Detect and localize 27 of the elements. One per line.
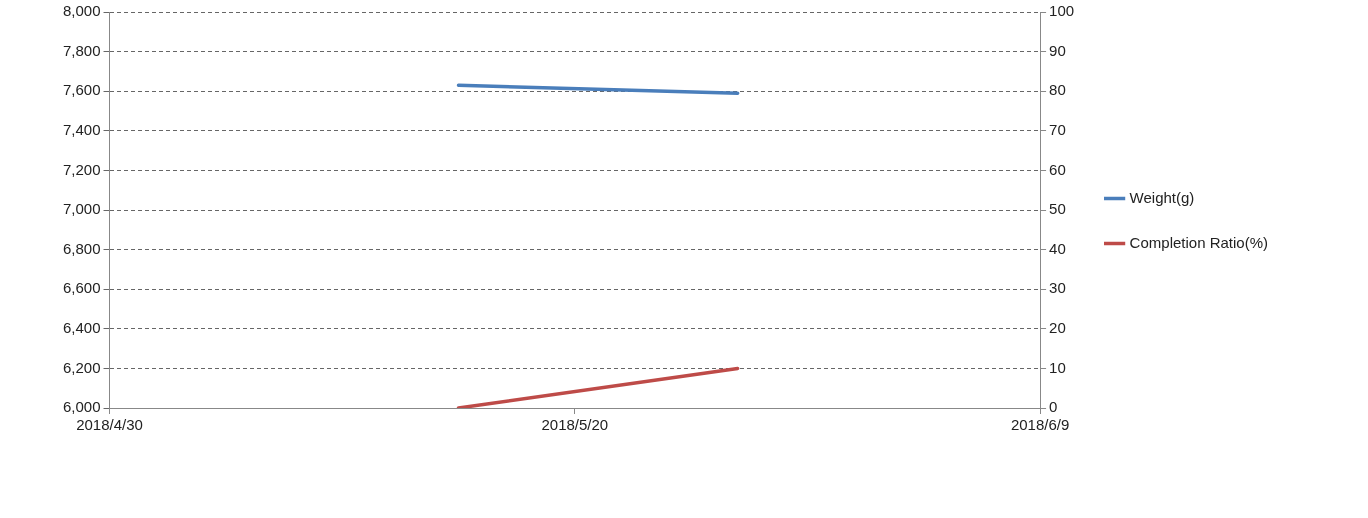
y2-tick-label: 10: [1049, 358, 1066, 376]
y-tick-label: 7,400: [62, 120, 101, 138]
y-tick-label: 7,000: [62, 200, 101, 218]
y-tick-label: 6,400: [62, 318, 101, 336]
y2-tick-label: 30: [1049, 279, 1066, 297]
y2-tick-label: 50: [1049, 200, 1066, 218]
y2-tick-label: 70: [1049, 120, 1066, 138]
y2-tick-label: 80: [1049, 81, 1066, 99]
x-tick-label: 2018/5/20: [541, 416, 609, 434]
y-tick-label: 7,600: [62, 81, 101, 99]
y-tick-label: 6,600: [62, 279, 101, 297]
y-tick-label: 7,200: [62, 160, 101, 178]
x-tick-label: 2018/6/9: [1010, 416, 1070, 434]
y2-tick-label: 90: [1049, 41, 1066, 59]
y2-tick-label: 20: [1049, 318, 1066, 336]
y2-tick-label: 60: [1049, 160, 1066, 178]
y-tick-label: 7,800: [62, 41, 101, 59]
y-tick-label: 8,000: [62, 2, 101, 20]
y2-tick-label: 0: [1049, 398, 1058, 416]
y2-tick-label: 100: [1049, 2, 1075, 20]
legend-label: Weight(g): [1129, 188, 1195, 206]
legend-label: Completion Ratio(%): [1129, 233, 1269, 251]
y-tick-label: 6,800: [62, 239, 101, 257]
y-tick-label: 6,200: [62, 358, 101, 376]
y-tick-label: 6,000: [62, 398, 101, 416]
y2-tick-label: 40: [1049, 239, 1066, 257]
x-tick-label: 2018/4/30: [76, 416, 143, 434]
